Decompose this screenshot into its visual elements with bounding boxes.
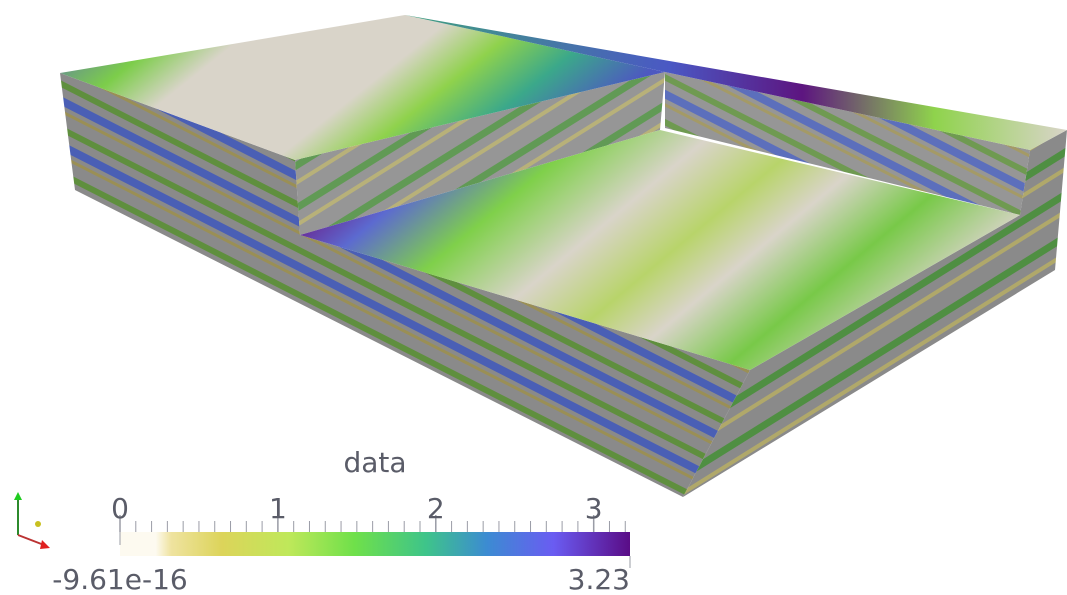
colorbar [120,532,630,556]
colorbar-title: data [343,446,406,479]
colorbar-ticks: 0 1 2 3 -9.61e-16 3.23 [52,492,631,595]
right-side-face [683,130,1067,497]
scene [60,15,1067,497]
upper-left-top [60,15,665,160]
tick-label: 0 [111,492,129,525]
lower-top [300,130,1020,370]
step-face [295,72,665,235]
inner-face [665,72,1030,215]
tick-label: 1 [269,492,287,525]
range-max-label: 3.23 [568,563,630,595]
upper-right-top [405,15,1067,150]
orientation-axes [14,492,50,549]
left-side-face [60,73,750,497]
range-min-label: -9.61e-16 [52,563,187,595]
tick-label: 3 [585,492,603,525]
tick-label: 2 [427,492,445,525]
